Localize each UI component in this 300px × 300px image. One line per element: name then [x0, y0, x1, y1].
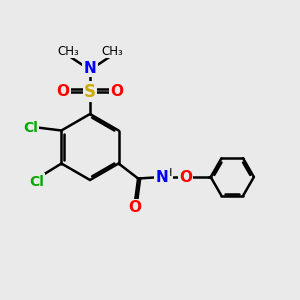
Text: O: O — [129, 200, 142, 215]
Text: N: N — [84, 61, 96, 76]
Text: Cl: Cl — [29, 175, 44, 188]
Text: O: O — [56, 84, 70, 99]
Text: Cl: Cl — [23, 121, 38, 134]
Text: CH₃: CH₃ — [57, 44, 79, 58]
Text: S: S — [84, 82, 96, 100]
Text: O: O — [179, 169, 192, 184]
Text: O: O — [110, 84, 124, 99]
Text: N: N — [156, 169, 169, 184]
Text: CH₃: CH₃ — [101, 44, 123, 58]
Text: H: H — [164, 168, 172, 178]
